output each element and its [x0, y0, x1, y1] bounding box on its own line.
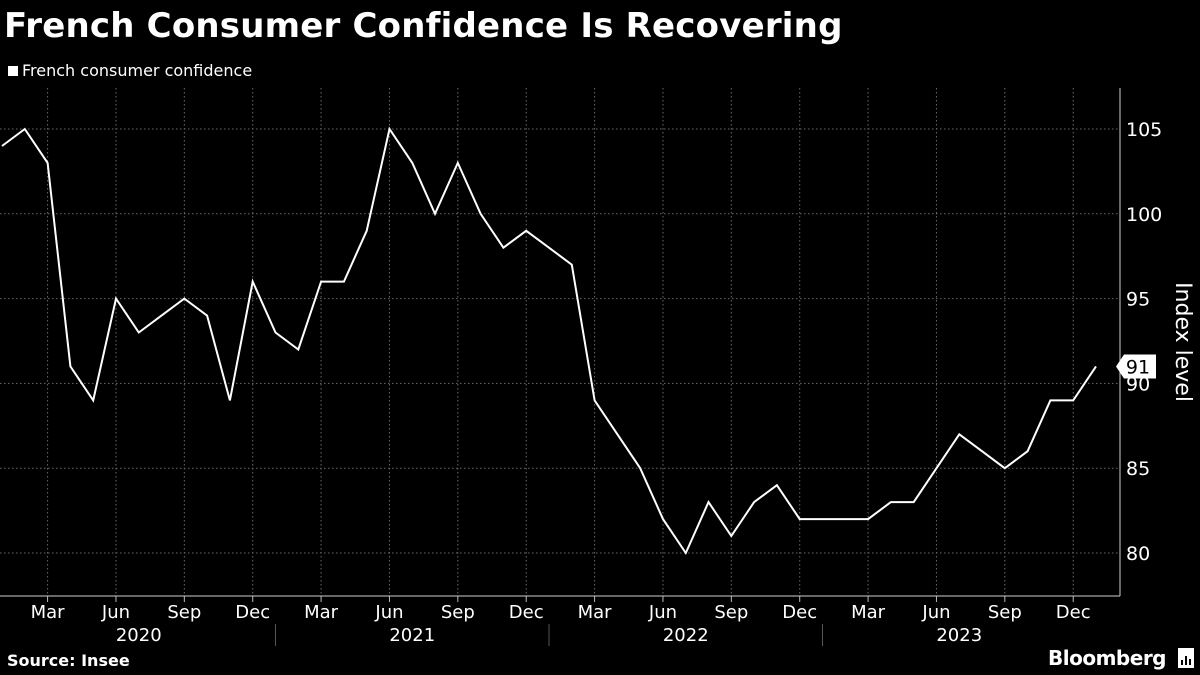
x-tick-label: Dec: [782, 602, 817, 623]
x-tick-label: Dec: [235, 602, 270, 623]
last-value-callout: [1116, 354, 1156, 379]
x-tick-label: Mar: [31, 602, 66, 623]
year-label: 2023: [936, 625, 982, 646]
series-line: [1, 126, 1097, 556]
legend-swatch: [8, 65, 18, 76]
y-tick-label: 100: [1126, 204, 1162, 226]
brand-logo-text: Bloomberg: [1048, 646, 1166, 670]
x-tick-label: Sep: [167, 602, 201, 623]
x-tick-label: Jun: [921, 602, 950, 623]
x-tick-label: Jun: [648, 602, 677, 623]
x-tick-label: Jun: [101, 602, 130, 623]
last-value-label: 91: [1126, 356, 1150, 378]
y-tick-label: 105: [1126, 119, 1162, 141]
x-tick-label: Mar: [304, 602, 339, 623]
x-tick-label: Sep: [714, 602, 748, 623]
y-tick-label: 95: [1126, 289, 1150, 311]
source-note: Source: Insee: [7, 651, 130, 670]
y-tick-label: 85: [1126, 458, 1150, 480]
y-axis-title: Index level: [1170, 282, 1195, 402]
legend-label: French consumer confidence: [22, 61, 253, 80]
chart-title: French Consumer Confidence Is Recovering: [4, 6, 843, 46]
year-label: 2020: [116, 625, 162, 646]
legend: French consumer confidence: [8, 61, 252, 80]
x-tick-label: Sep: [441, 602, 475, 623]
y-tick-label: 80: [1126, 543, 1150, 565]
x-tick-label: Sep: [988, 602, 1022, 623]
x-tick-label: Mar: [578, 602, 613, 623]
x-tick-label: Dec: [1056, 602, 1091, 623]
bloomberg-chart-icon: [1178, 648, 1194, 668]
year-label: 2021: [389, 625, 435, 646]
x-tick-label: Jun: [374, 602, 403, 623]
year-label: 2022: [663, 625, 709, 646]
x-tick-label: Dec: [509, 602, 544, 623]
y-tick-label: 90: [1126, 373, 1150, 395]
x-tick-label: Mar: [851, 602, 886, 623]
